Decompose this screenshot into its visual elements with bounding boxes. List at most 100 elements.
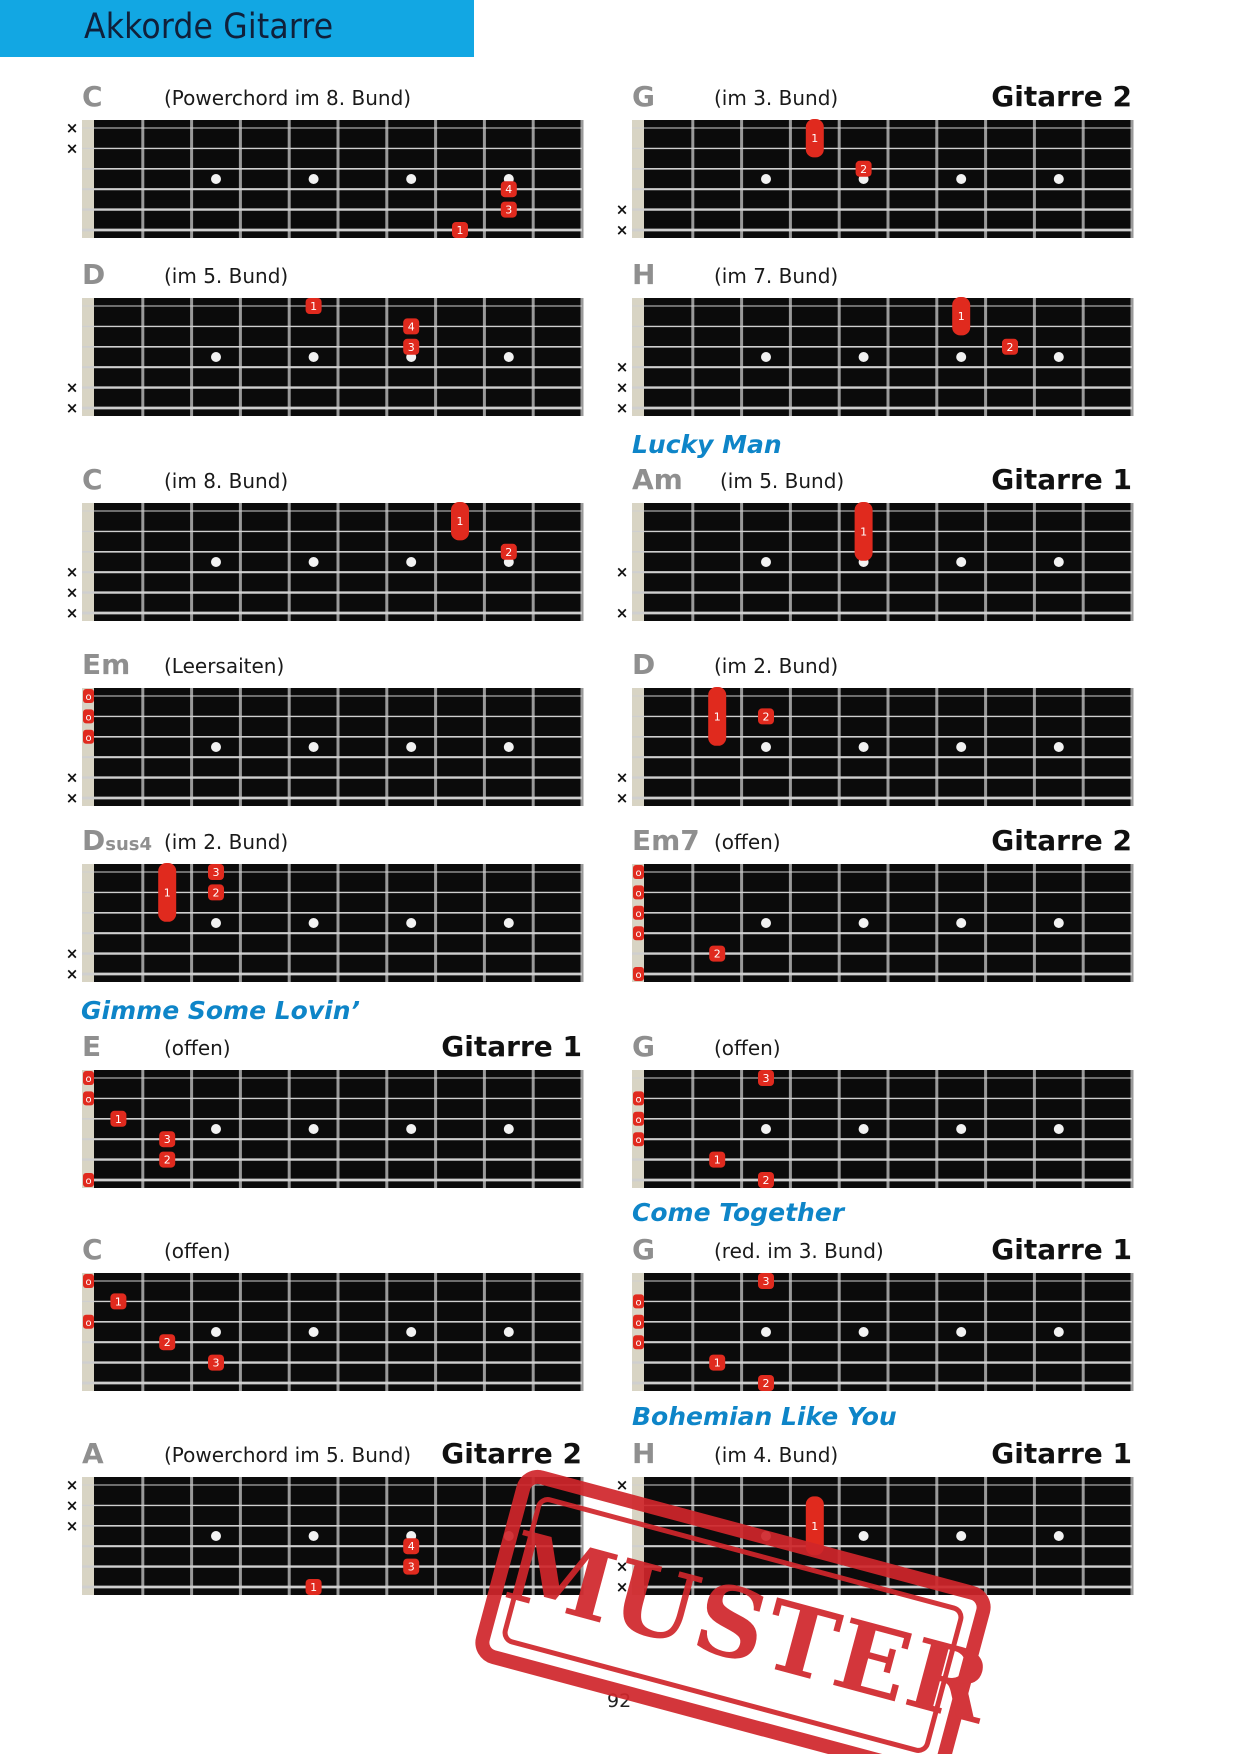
chord-label-row: G (red. im 3. Bund) Gitarre 1 bbox=[632, 1233, 1132, 1267]
fret-inlay-dot bbox=[761, 742, 771, 752]
open-string-label: o bbox=[635, 868, 641, 879]
nut bbox=[82, 120, 94, 238]
fret-wire bbox=[336, 1070, 340, 1188]
fret-wire bbox=[336, 864, 340, 982]
fret-wire bbox=[141, 298, 145, 416]
fret-wire bbox=[434, 1070, 438, 1188]
fretboard-body: o o 1 2 3 bbox=[82, 1273, 584, 1391]
fret-wire bbox=[287, 1070, 291, 1188]
finger-marker bbox=[758, 1375, 774, 1391]
fret-wire bbox=[935, 503, 939, 621]
fret-wire bbox=[740, 1477, 744, 1595]
chord-root: D bbox=[632, 648, 656, 681]
fret-wire bbox=[531, 120, 535, 238]
chord-name: Em7 bbox=[632, 824, 700, 858]
open-string-marker bbox=[633, 865, 644, 879]
fret-wire bbox=[691, 503, 695, 621]
fret-inlay-dot bbox=[211, 742, 221, 752]
finger-number: 1 bbox=[714, 1357, 721, 1370]
fret-wire bbox=[287, 864, 291, 982]
fret-wire bbox=[788, 120, 792, 238]
nut bbox=[632, 298, 644, 416]
fretboard-background bbox=[82, 298, 582, 416]
finger-number: 3 bbox=[213, 1357, 220, 1370]
chord-position-hint: (im 7. Bund) bbox=[714, 264, 839, 288]
fret-wire bbox=[385, 120, 389, 238]
fretboard: o o 1 2 3 bbox=[82, 1273, 584, 1391]
muted-string-x: × bbox=[616, 201, 629, 219]
chord-label-row: H (im 7. Bund) bbox=[632, 258, 1132, 292]
fret-wire bbox=[141, 688, 145, 806]
fret-inlay-dot bbox=[308, 918, 319, 928]
fret-wire bbox=[141, 120, 145, 238]
open-string-marker bbox=[633, 1132, 644, 1147]
fret-wire bbox=[238, 120, 242, 238]
open-string-marker bbox=[633, 1091, 644, 1106]
fret-wire bbox=[434, 864, 438, 982]
chord-name: C bbox=[82, 1233, 103, 1267]
muted-string-x: × bbox=[616, 769, 629, 787]
chord-position-hint: (im 5. Bund) bbox=[720, 469, 845, 493]
chord-label-row: D (im 2. Bund) bbox=[632, 648, 1132, 682]
chord-position-hint: (im 2. Bund) bbox=[164, 830, 289, 854]
chord-position-hint: (offen) bbox=[164, 1239, 231, 1263]
fret-wire bbox=[984, 503, 988, 621]
chord-label-row: E (offen) Gitarre 1 bbox=[82, 1030, 582, 1064]
fret-inlay-dot bbox=[1053, 557, 1064, 567]
fretboard-body: 4 3 1 bbox=[82, 120, 584, 238]
fretboard-background bbox=[632, 298, 1132, 416]
barre-marker bbox=[805, 1496, 824, 1556]
chord-position-hint: (offen) bbox=[714, 1036, 781, 1060]
fretboard-body: 4 3 1 bbox=[82, 1477, 584, 1595]
fretboard: 12×× bbox=[616, 119, 1134, 239]
fret-wire bbox=[580, 1070, 584, 1188]
fret-wire bbox=[935, 1070, 939, 1188]
fret-wire bbox=[580, 688, 584, 806]
fretboard-background bbox=[632, 1273, 1132, 1391]
fret-inlay-dot bbox=[406, 1327, 417, 1337]
fret-wire bbox=[691, 864, 695, 982]
fretboard: ooo×× bbox=[66, 688, 584, 807]
chord-label-row: Dsus4 (im 2. Bund) bbox=[82, 824, 582, 858]
muted-string-x: × bbox=[66, 769, 79, 787]
fret-inlay-dot bbox=[858, 352, 869, 362]
fret-wire bbox=[1081, 503, 1085, 621]
muted-string-x: × bbox=[66, 563, 79, 581]
fret-wire bbox=[837, 864, 841, 982]
fret-wire bbox=[482, 503, 486, 621]
barre-marker bbox=[952, 297, 971, 336]
fretboard: 12××× bbox=[616, 297, 1134, 417]
fret-wire bbox=[482, 864, 486, 982]
fretboard-body: 1 4 3 bbox=[82, 298, 584, 416]
finger-marker bbox=[500, 181, 517, 198]
nut bbox=[632, 1273, 644, 1391]
finger-marker bbox=[305, 1579, 322, 1595]
fret-wire bbox=[580, 1273, 584, 1391]
chord-name: G bbox=[632, 1030, 655, 1064]
fretboard: 1 × × bbox=[616, 502, 1134, 622]
nut bbox=[632, 688, 644, 806]
finger-marker bbox=[110, 1293, 127, 1310]
fret-wire bbox=[1130, 864, 1134, 982]
fret-wire bbox=[1130, 1070, 1134, 1188]
fret-wire bbox=[580, 1477, 584, 1595]
fret-wire bbox=[1081, 688, 1085, 806]
nut bbox=[82, 688, 94, 806]
fretboard: 1 4 3 × × bbox=[66, 298, 584, 417]
finger-number: 3 bbox=[408, 1561, 415, 1574]
fret-wire bbox=[788, 503, 792, 621]
fret-wire bbox=[238, 1273, 242, 1391]
open-string-marker bbox=[633, 885, 644, 900]
fret-wire bbox=[1032, 1273, 1036, 1391]
fret-inlay-dot bbox=[956, 1327, 967, 1337]
finger-marker bbox=[110, 1110, 127, 1127]
chord-label-row: H (im 4. Bund) Gitarre 1 bbox=[632, 1437, 1132, 1471]
fret-inlay-dot bbox=[211, 352, 221, 362]
chord-root: H bbox=[632, 258, 656, 291]
page-title: Akkorde Gitarre bbox=[84, 7, 334, 47]
muted-string-x: × bbox=[66, 789, 79, 807]
fret-wire bbox=[190, 864, 194, 982]
